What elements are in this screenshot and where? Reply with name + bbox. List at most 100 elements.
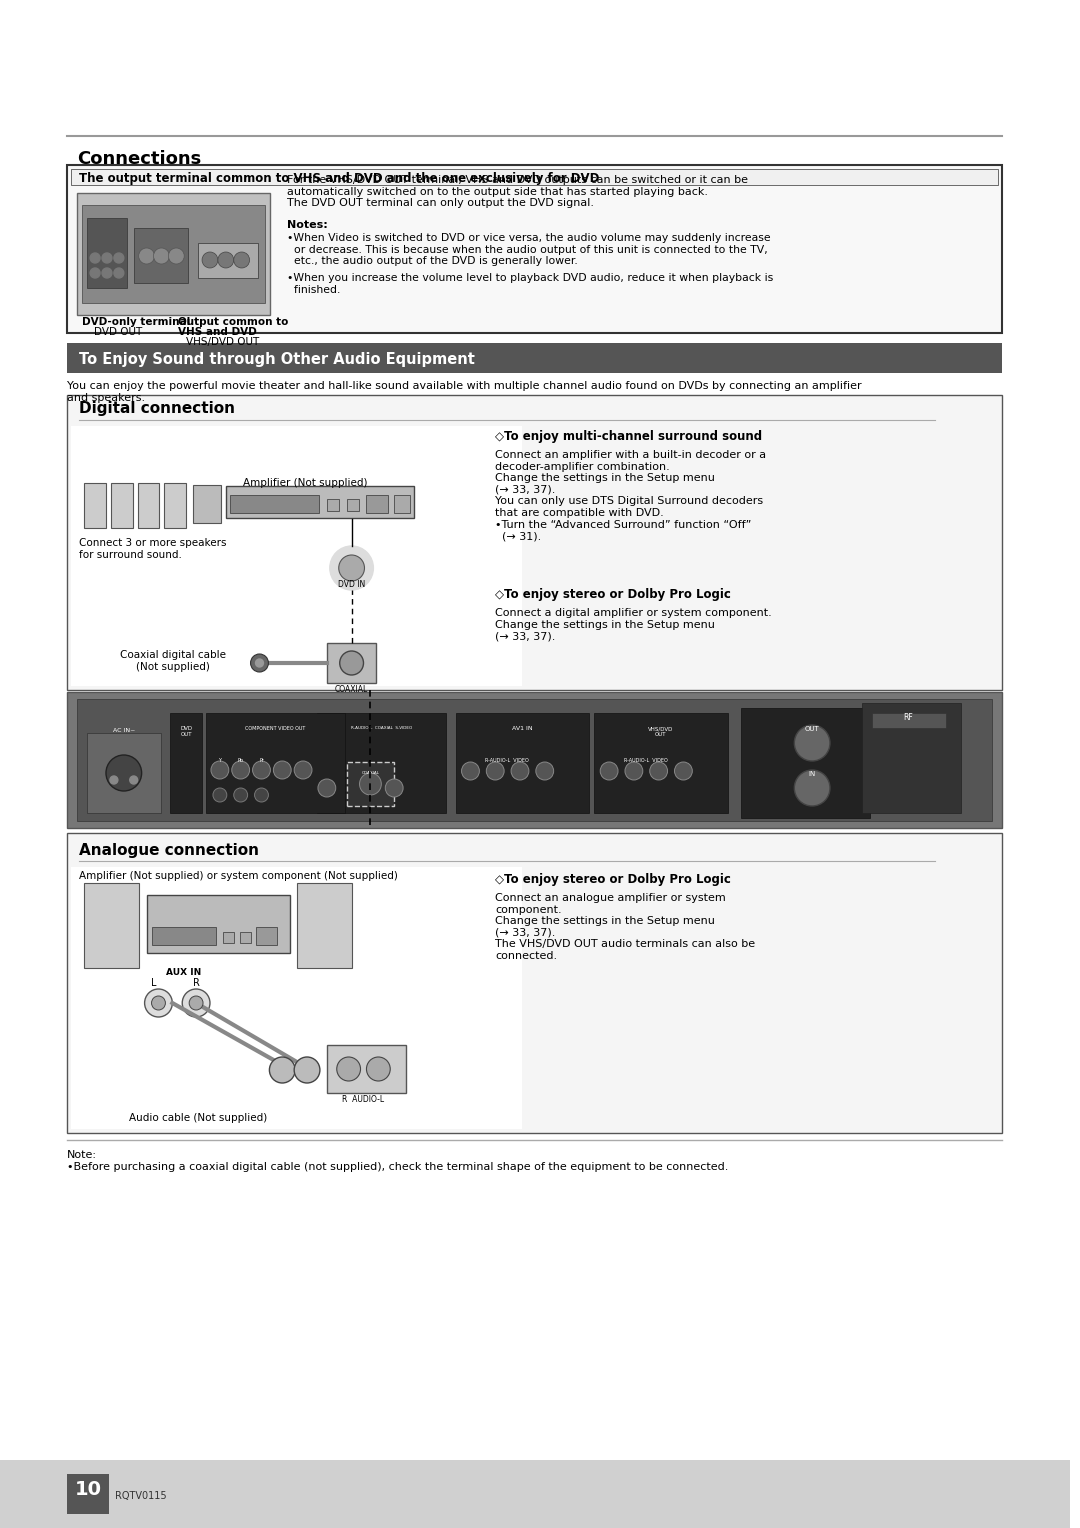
Bar bbox=[78, 698, 993, 821]
Circle shape bbox=[153, 248, 170, 264]
Circle shape bbox=[269, 1057, 295, 1083]
Text: DVD
OUT: DVD OUT bbox=[180, 726, 192, 736]
Text: •When Video is switched to DVD or vice versa, the audio volume may suddenly incr: •When Video is switched to DVD or vice v… bbox=[287, 232, 771, 266]
Bar bbox=[327, 643, 376, 683]
Circle shape bbox=[211, 761, 229, 779]
Bar bbox=[151, 927, 216, 944]
Text: IN: IN bbox=[809, 772, 815, 778]
Bar bbox=[84, 483, 106, 529]
Text: Notes:: Notes: bbox=[287, 220, 328, 231]
Circle shape bbox=[366, 1057, 390, 1080]
Bar bbox=[87, 733, 161, 813]
Circle shape bbox=[110, 776, 118, 784]
Circle shape bbox=[145, 989, 173, 1018]
Bar bbox=[134, 228, 188, 283]
Circle shape bbox=[340, 651, 364, 675]
Circle shape bbox=[600, 762, 618, 779]
Bar bbox=[171, 714, 202, 813]
Text: AUX IN: AUX IN bbox=[166, 969, 202, 976]
Bar bbox=[347, 500, 359, 510]
Circle shape bbox=[202, 252, 218, 267]
Text: ◇To enjoy multi-channel surround sound: ◇To enjoy multi-channel surround sound bbox=[496, 429, 762, 443]
Bar bbox=[71, 426, 522, 686]
Circle shape bbox=[102, 267, 112, 278]
Bar bbox=[67, 342, 1002, 373]
Bar bbox=[347, 762, 394, 805]
Bar bbox=[316, 714, 446, 813]
Text: To Enjoy Sound through Other Audio Equipment: To Enjoy Sound through Other Audio Equip… bbox=[79, 351, 475, 367]
Text: RQTV0115: RQTV0115 bbox=[114, 1491, 166, 1500]
Bar bbox=[84, 883, 138, 969]
Bar bbox=[240, 932, 251, 943]
Circle shape bbox=[113, 254, 124, 263]
Circle shape bbox=[218, 252, 233, 267]
Bar bbox=[327, 1045, 406, 1093]
Text: ◇To enjoy stereo or Dolby Pro Logic: ◇To enjoy stereo or Dolby Pro Logic bbox=[496, 872, 731, 886]
Text: 10: 10 bbox=[75, 1481, 102, 1499]
Bar bbox=[741, 707, 869, 817]
Text: OUT: OUT bbox=[805, 726, 820, 732]
Circle shape bbox=[794, 724, 831, 761]
Circle shape bbox=[183, 989, 210, 1018]
Text: Y: Y bbox=[218, 758, 221, 762]
Text: DVD OUT: DVD OUT bbox=[94, 327, 143, 338]
Bar bbox=[111, 483, 133, 529]
Bar bbox=[206, 714, 345, 813]
Circle shape bbox=[113, 267, 124, 278]
Text: VHS and DVD: VHS and DVD bbox=[178, 327, 257, 338]
Circle shape bbox=[337, 1057, 361, 1080]
Circle shape bbox=[90, 267, 100, 278]
Text: DVD-only terminal: DVD-only terminal bbox=[82, 316, 190, 327]
Circle shape bbox=[253, 761, 270, 779]
Bar bbox=[226, 486, 414, 518]
Circle shape bbox=[625, 762, 643, 779]
Text: Connect an amplifier with a built-in decoder or a
decoder-amplifier combination.: Connect an amplifier with a built-in dec… bbox=[496, 451, 767, 541]
Circle shape bbox=[251, 654, 269, 672]
Circle shape bbox=[233, 252, 249, 267]
Circle shape bbox=[256, 659, 264, 668]
Text: COAXIAL: COAXIAL bbox=[335, 685, 368, 694]
Circle shape bbox=[130, 776, 137, 784]
Bar bbox=[67, 833, 1002, 1132]
Text: Output common to: Output common to bbox=[178, 316, 288, 327]
Text: RF: RF bbox=[903, 714, 913, 723]
Text: Audio cable (Not supplied): Audio cable (Not supplied) bbox=[129, 1112, 267, 1123]
Circle shape bbox=[536, 762, 554, 779]
Circle shape bbox=[339, 555, 364, 581]
Text: The output terminal common to VHS and DVD and the one exclusively for DVD: The output terminal common to VHS and DV… bbox=[79, 173, 599, 185]
Text: Connect a digital amplifier or system component.
Change the settings in the Setu: Connect a digital amplifier or system co… bbox=[496, 608, 772, 642]
Bar bbox=[394, 495, 410, 513]
Circle shape bbox=[168, 248, 185, 264]
Circle shape bbox=[294, 1057, 320, 1083]
Text: Pr: Pr bbox=[259, 758, 264, 762]
Bar bbox=[230, 495, 319, 513]
Circle shape bbox=[213, 788, 227, 802]
Bar bbox=[0, 1459, 1069, 1528]
Text: For the VHS/DVD OUT terminal, VHS and DVD outputs can be switched or it can be
a: For the VHS/DVD OUT terminal, VHS and DV… bbox=[287, 176, 748, 208]
Bar bbox=[193, 484, 221, 523]
Circle shape bbox=[106, 755, 141, 792]
Bar bbox=[67, 1475, 109, 1514]
Bar bbox=[87, 219, 126, 287]
Text: ◇To enjoy stereo or Dolby Pro Logic: ◇To enjoy stereo or Dolby Pro Logic bbox=[496, 588, 731, 601]
Bar bbox=[67, 396, 1002, 691]
Circle shape bbox=[511, 762, 529, 779]
Text: Digital connection: Digital connection bbox=[79, 400, 235, 416]
Text: You can enjoy the powerful movie theater and hall-like sound available with mult: You can enjoy the powerful movie theater… bbox=[67, 380, 862, 402]
Bar bbox=[147, 895, 291, 953]
Text: Analogue connection: Analogue connection bbox=[79, 843, 259, 859]
Text: VHS/DVD
OUT: VHS/DVD OUT bbox=[648, 726, 673, 736]
Circle shape bbox=[360, 773, 381, 795]
Text: Pb: Pb bbox=[238, 758, 244, 762]
Text: R: R bbox=[193, 978, 200, 989]
Circle shape bbox=[189, 996, 203, 1010]
Text: R-AUDIO-L  COAXIAL  S-VIDEO: R-AUDIO-L COAXIAL S-VIDEO bbox=[351, 726, 411, 730]
Circle shape bbox=[318, 779, 336, 798]
Circle shape bbox=[294, 761, 312, 779]
Bar bbox=[222, 932, 233, 943]
Text: COAXIAL: COAXIAL bbox=[362, 772, 379, 775]
Bar bbox=[78, 193, 270, 315]
Circle shape bbox=[102, 254, 112, 263]
Text: R-AUDIO-L  VIDEO: R-AUDIO-L VIDEO bbox=[624, 758, 667, 762]
Circle shape bbox=[461, 762, 480, 779]
